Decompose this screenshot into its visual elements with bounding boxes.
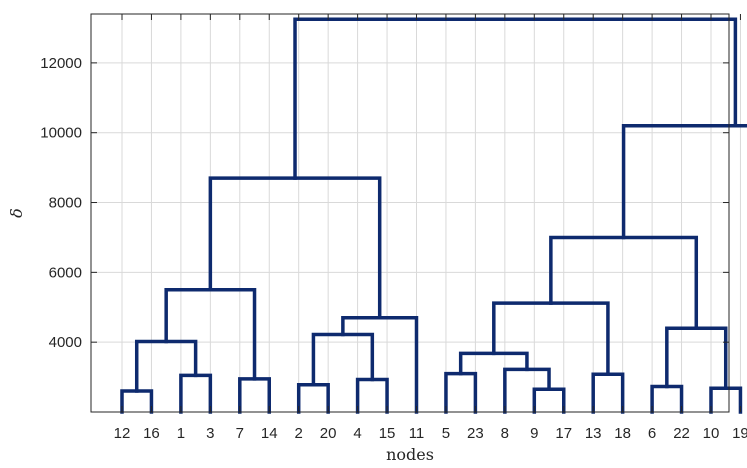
x-tick-label-22: 22	[673, 425, 690, 442]
x-tick-label-18: 18	[614, 425, 631, 442]
x-tick-label-12: 12	[114, 425, 131, 442]
dendrogram-link	[650, 384, 684, 414]
dendrogram-link	[293, 17, 738, 180]
dendrogram-link	[444, 371, 478, 414]
x-tick-label-2: 2	[295, 425, 303, 442]
y-tick-label: 8000	[49, 195, 82, 212]
x-tick-label-17: 17	[555, 425, 572, 442]
dendrogram-link	[532, 387, 566, 414]
x-axis-label: nodes	[386, 445, 434, 464]
dendrogram-link	[709, 386, 743, 414]
dendrogram-link	[591, 372, 625, 414]
x-tick-label-11: 11	[409, 425, 425, 442]
x-tick-label-1: 1	[177, 425, 185, 442]
x-tick-label-6: 6	[648, 425, 656, 442]
dendrogram-link	[621, 123, 747, 240]
x-tick-label-3: 3	[206, 425, 214, 442]
x-tick-label-13: 13	[585, 425, 602, 442]
x-tick-label-16: 16	[143, 425, 160, 442]
y-tick-label: 6000	[49, 264, 82, 281]
dendrogram-link	[179, 373, 213, 414]
plot-frame	[90, 13, 730, 413]
dendrogram-link	[341, 315, 419, 414]
dendrogram-link	[120, 389, 154, 414]
dendrogram-link	[134, 339, 198, 393]
dendrogram-link	[296, 383, 330, 414]
x-tick-label-10: 10	[703, 425, 720, 442]
y-tick-label: 12000	[40, 55, 82, 72]
y-tick-label: 4000	[49, 334, 82, 351]
x-tick-label-9: 9	[530, 425, 538, 442]
y-tick-label: 10000	[40, 125, 82, 142]
x-tick-label-7: 7	[236, 425, 244, 442]
dendrogram-link	[208, 176, 382, 320]
x-tick-label-8: 8	[501, 425, 509, 442]
x-tick-label-5: 5	[442, 425, 450, 442]
x-tick-label-23: 23	[467, 425, 484, 442]
x-tick-label-19: 19	[732, 425, 747, 442]
grid-layer	[91, 14, 741, 412]
dendrogram-link	[238, 377, 271, 414]
x-tick-label-14: 14	[261, 425, 278, 442]
dendrogram-links	[120, 17, 747, 414]
x-tick-label-15: 15	[379, 425, 396, 442]
dendrogram-link	[549, 235, 699, 330]
y-axis-label: δ	[7, 208, 26, 218]
x-tick-label-4: 4	[353, 425, 361, 442]
dendrogram-link	[665, 326, 728, 391]
x-tick-label-20: 20	[320, 425, 337, 442]
dendrogram-link	[355, 377, 389, 414]
dendrogram-link	[492, 301, 610, 377]
